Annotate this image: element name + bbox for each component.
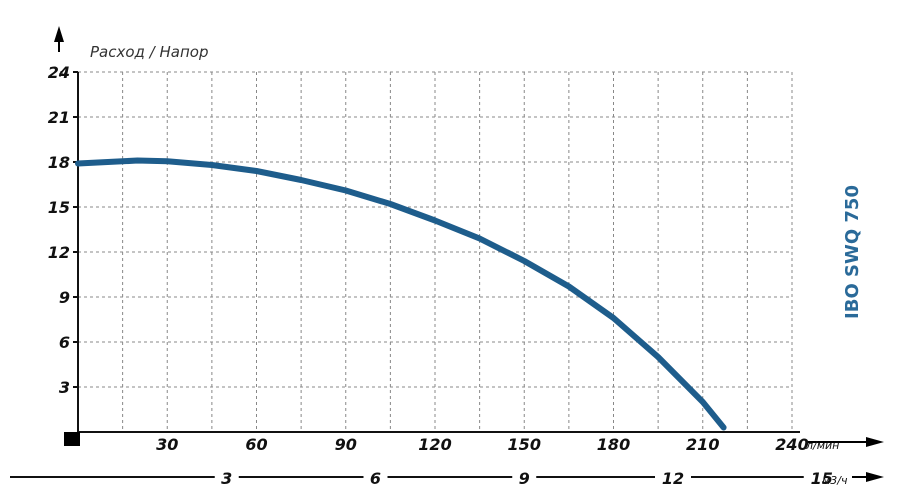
series-line xyxy=(75,157,727,431)
y-tick-label: 24 xyxy=(48,63,70,82)
y-tick-label: 6 xyxy=(59,333,70,352)
tick-labels: 3 6 9 12 15 18 21 24 30 60 90 120 150 180 210 240 xyxy=(48,63,809,454)
y-tick-label: 18 xyxy=(48,153,70,172)
y-tick-label: 12 xyxy=(48,243,70,262)
x-unit-label: л/мин xyxy=(805,439,839,452)
y-tick-label: 3 xyxy=(59,378,70,397)
x-tick-label: 180 xyxy=(597,435,630,454)
x2-tick-label: 3 xyxy=(221,469,232,488)
x-tick-label: 120 xyxy=(418,435,451,454)
grid xyxy=(78,71,793,432)
y-tick-label: 21 xyxy=(48,108,70,127)
x-tick-label: 90 xyxy=(335,435,357,454)
arrow-up-icon xyxy=(54,26,64,42)
y-axis-title: Расход / Напор xyxy=(90,43,208,61)
chart-title: IBO SWQ 750 xyxy=(842,185,863,319)
x2-tick-label: 9 xyxy=(519,469,530,488)
x-tick-label: 240 xyxy=(775,435,808,454)
y-tick-label: 9 xyxy=(59,288,70,307)
black-square-icon xyxy=(64,432,80,446)
x-tick-label: 150 xyxy=(508,435,541,454)
x2-tick-label: 15 xyxy=(811,469,833,488)
secondary-x-axis: 3 6 9 12 15 xyxy=(10,469,833,488)
x-tick-label: 30 xyxy=(156,435,178,454)
axes xyxy=(54,26,884,482)
x-tick-label: 60 xyxy=(245,435,267,454)
x2-unit-label: м3/ч xyxy=(822,474,848,487)
y-unit-label: м xyxy=(59,67,67,80)
arrow-right-icon xyxy=(866,437,884,447)
y-tick-label: 15 xyxy=(48,198,70,217)
x2-tick-label: 12 xyxy=(662,469,684,488)
x2-tick-label: 6 xyxy=(370,469,381,488)
x2-arrow-right-icon xyxy=(866,472,884,482)
x-tick-label: 210 xyxy=(686,435,719,454)
